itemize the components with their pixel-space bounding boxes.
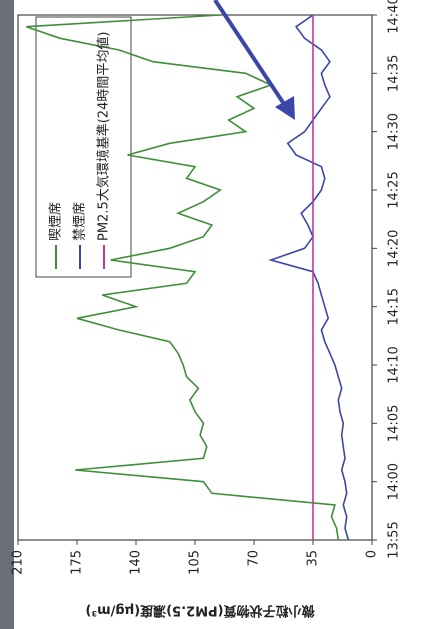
y-tick-label: 0 bbox=[365, 550, 380, 558]
x-tick-label: 14:20 bbox=[387, 230, 402, 267]
legend-label: 喫煙席 bbox=[48, 202, 64, 241]
x-tick-label: 14:10 bbox=[387, 346, 402, 383]
x-tick-label: 14:40 bbox=[387, 0, 402, 34]
rotated-chart: 微小粒子状物質(PM2.5)濃度(μg/m³) 0 35 70 105 140 175 21… bbox=[11, 0, 402, 619]
arrow bbox=[213, 0, 290, 112]
photo-edge bbox=[0, 0, 14, 629]
y-tick-label: 210 bbox=[11, 550, 26, 575]
x-tick-label: 14:05 bbox=[387, 405, 402, 442]
x-tick-label: 13:55 bbox=[387, 521, 402, 558]
arrow-head bbox=[275, 96, 295, 120]
y-tick-label: 105 bbox=[188, 550, 203, 575]
x-tick-label: 14:00 bbox=[387, 463, 402, 500]
y-tick-label: 70 bbox=[247, 550, 262, 567]
x-tick-label: 14:35 bbox=[387, 55, 402, 92]
legend-label: 禁煙席 bbox=[72, 202, 88, 241]
x-tick-label: 14:15 bbox=[387, 288, 402, 325]
y-tick-label: 175 bbox=[70, 550, 85, 575]
series-line bbox=[26, 14, 340, 541]
x-tick-label: 14:25 bbox=[387, 171, 402, 208]
x-tick-label: 14:30 bbox=[387, 113, 402, 150]
y-tick-label: 140 bbox=[129, 550, 144, 575]
series-line bbox=[268, 14, 350, 541]
y-tick-label: 35 bbox=[306, 550, 321, 567]
y-axis-title: 微小粒子状物質(PM2.5)濃度(μg/m³) bbox=[85, 603, 315, 619]
legend-box bbox=[35, 16, 132, 278]
legend-label: PM2.5大気環境基準(24時間平均値) bbox=[96, 32, 112, 241]
